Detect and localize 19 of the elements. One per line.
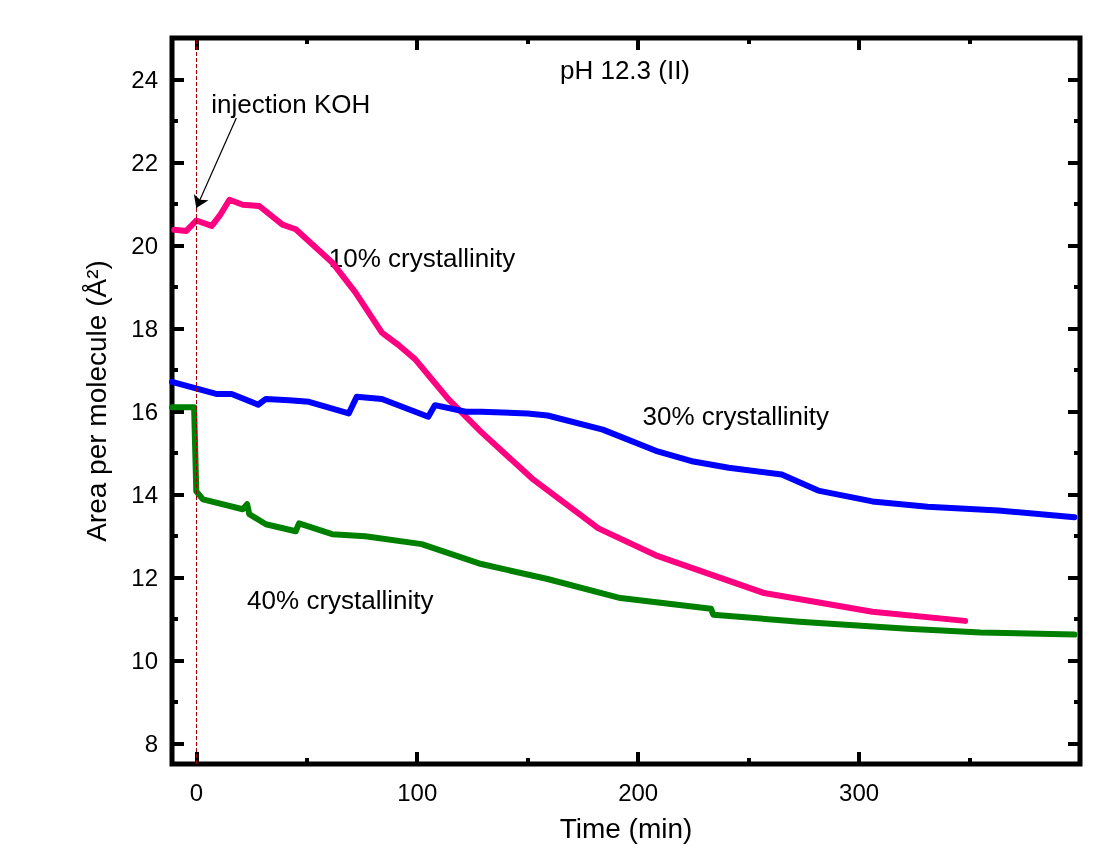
y-tick-label: 16 [131, 397, 158, 425]
y-tick-label: 8 [144, 729, 158, 757]
y-axis-title: Area per molecule (Å²) [80, 260, 112, 542]
x-tick-label: 100 [397, 778, 438, 806]
y-tick-label: 24 [131, 65, 158, 93]
y-tick-label: 14 [131, 480, 158, 508]
x-tick-label: 0 [189, 778, 203, 806]
y-tick-label: 10 [131, 646, 158, 674]
y-tick-label: 18 [131, 314, 158, 342]
text: pH 12.3 (II) [559, 55, 691, 85]
x-tick-label: 200 [618, 778, 659, 806]
series-label: 30% crystallinity [642, 400, 829, 431]
series-label: 40% crystallinity [247, 585, 434, 616]
annotation: injection KOH [211, 89, 371, 120]
x-axis-title: Time (min) [559, 812, 693, 844]
y-tick-label: 22 [131, 148, 158, 176]
y-tick-label: 12 [131, 563, 158, 591]
x-tick-label: 300 [839, 778, 880, 806]
y-tick-label: 20 [131, 231, 158, 259]
